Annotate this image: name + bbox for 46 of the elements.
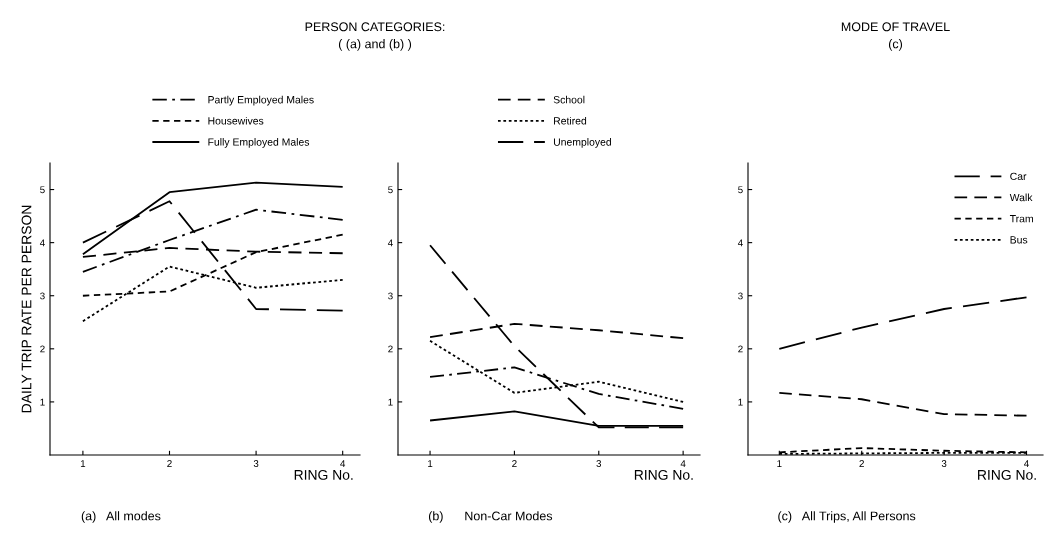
y-tick-label: 2 — [738, 345, 743, 353]
x-axis-title: RING No. — [294, 469, 353, 480]
x-tick-label: 1 — [777, 460, 782, 467]
x-tick-label: 4 — [680, 460, 686, 467]
x-tick-label: 3 — [253, 460, 259, 467]
x-axis-title: RING No. — [978, 469, 1036, 480]
y-tick-label: 3 — [388, 292, 393, 300]
legend-label: School — [553, 95, 585, 104]
legend-label: Walk — [1009, 193, 1033, 202]
legend-label: Car — [1010, 172, 1027, 181]
y-tick-label: 2 — [40, 345, 45, 353]
y-tick-label: 2 — [388, 345, 393, 353]
chart-title: MODE OF TRAVEL (c) — [841, 22, 950, 51]
y-tick-label: 1 — [40, 398, 45, 406]
y-tick-label: 3 — [40, 292, 45, 300]
text: (b) Non-Car Modes — [428, 511, 553, 523]
legend-label: Housewives — [208, 116, 264, 125]
y-tick-label: 3 — [738, 292, 743, 300]
legend-label: Tram — [1009, 215, 1033, 223]
x-tick-label: 4 — [340, 460, 346, 467]
text: (c) All Trips, All Persons — [778, 511, 916, 523]
y-tick-label: 4 — [39, 239, 45, 247]
y-tick-label: 4 — [387, 239, 393, 247]
x-tick-label: 1 — [80, 460, 86, 467]
y-tick-label: 5 — [388, 186, 393, 194]
y-tick-label: 1 — [738, 398, 743, 406]
y-tick-label: 5 — [40, 186, 45, 194]
y-axis-title: DAILY TRIP RATE PER PERSON — [21, 205, 32, 413]
y-tick-label: 5 — [738, 186, 743, 194]
legend-label: Bus — [1010, 236, 1028, 244]
x-tick-label: 3 — [941, 460, 947, 467]
legend-label: Fully Employed Males — [208, 138, 310, 148]
chart-title: PERSON CATEGORIES: ( (a) and (b) ) — [305, 22, 445, 51]
y-tick-label: 1 — [388, 398, 393, 406]
legend-label: Retired — [554, 116, 587, 125]
x-tick-label: 2 — [859, 460, 864, 467]
y-tick-label: 4 — [737, 239, 743, 247]
x-axis-title: RING No. — [634, 469, 693, 480]
text: (a) All modes — [81, 511, 161, 523]
legend-label: Partly Employed Males — [208, 95, 314, 106]
legend-label: Unemployed — [553, 138, 611, 148]
x-tick-label: 2 — [167, 460, 172, 467]
x-tick-label: 1 — [428, 460, 433, 467]
x-tick-label: 3 — [596, 460, 602, 467]
x-tick-label: 2 — [512, 460, 517, 467]
x-tick-label: 4 — [1024, 460, 1029, 467]
